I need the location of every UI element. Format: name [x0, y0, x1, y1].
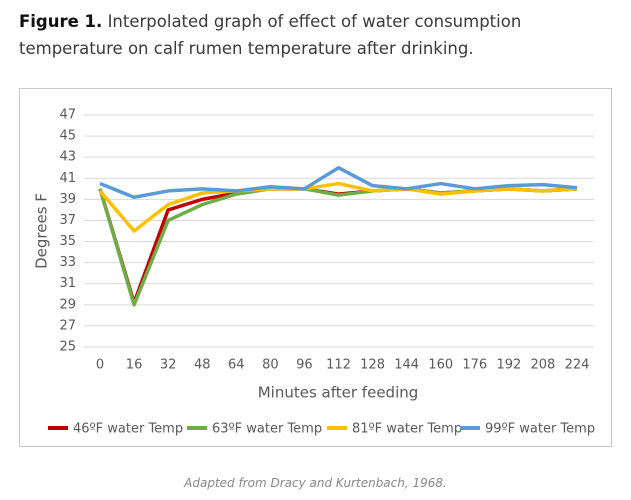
series-line [98, 181, 578, 233]
x-tick-label: 32 [160, 358, 177, 373]
caption-text: Interpolated graph of effect of water co… [19, 12, 522, 58]
x-tick-label: 96 [296, 358, 313, 373]
y-tick-label: 27 [59, 318, 76, 333]
chart-frame [19, 88, 612, 447]
legend-label: 63ºF water Temp [212, 422, 322, 437]
x-tick-label: 0 [96, 358, 104, 373]
x-tick-label: 208 [531, 358, 556, 373]
series-line [99, 165, 578, 200]
legend-label: 81ºF water Temp [352, 422, 462, 437]
y-tick-label: 47 [59, 108, 76, 123]
x-tick-label: 224 [565, 358, 590, 373]
y-tick-label: 45 [59, 129, 76, 144]
y-tick-label: 37 [59, 213, 76, 228]
y-tick-label: 25 [59, 340, 76, 355]
y-tick-label: 31 [59, 276, 76, 291]
y-tick-label: 35 [59, 234, 76, 249]
x-tick-label: 160 [428, 358, 453, 373]
x-tick-label: 112 [326, 358, 351, 373]
x-tick-label: 80 [262, 358, 279, 373]
y-tick-label: 39 [59, 192, 76, 207]
x-tick-label: 48 [194, 358, 211, 373]
y-tick-label: 41 [59, 171, 76, 186]
legend-label: 99ºF water Temp [485, 422, 595, 437]
legend-label: 46ºF water Temp [73, 422, 183, 437]
chart: Minutes after feeding Degrees F 25 27 29 31… [19, 88, 612, 447]
x-tick-label: 144 [394, 358, 419, 373]
x-axis-label: Minutes after feeding [258, 384, 419, 402]
y-axis-label: Degrees F [33, 193, 51, 269]
caption: Figure 1. Interpolated graph of effect o… [19, 8, 599, 62]
y-tick-label: 43 [59, 150, 76, 165]
x-tick-label: 128 [360, 358, 385, 373]
x-tick-label: 192 [496, 358, 521, 373]
x-tick-label: 16 [126, 358, 143, 373]
x-tick-label: 64 [228, 358, 245, 373]
y-tick-label: 33 [59, 255, 76, 270]
x-tick-label: 176 [462, 358, 487, 373]
source: Adapted from Dracy and Kurtenbach, 1968. [184, 476, 447, 490]
caption-label: Figure 1. [19, 12, 103, 31]
y-tick-label: 29 [59, 297, 76, 312]
